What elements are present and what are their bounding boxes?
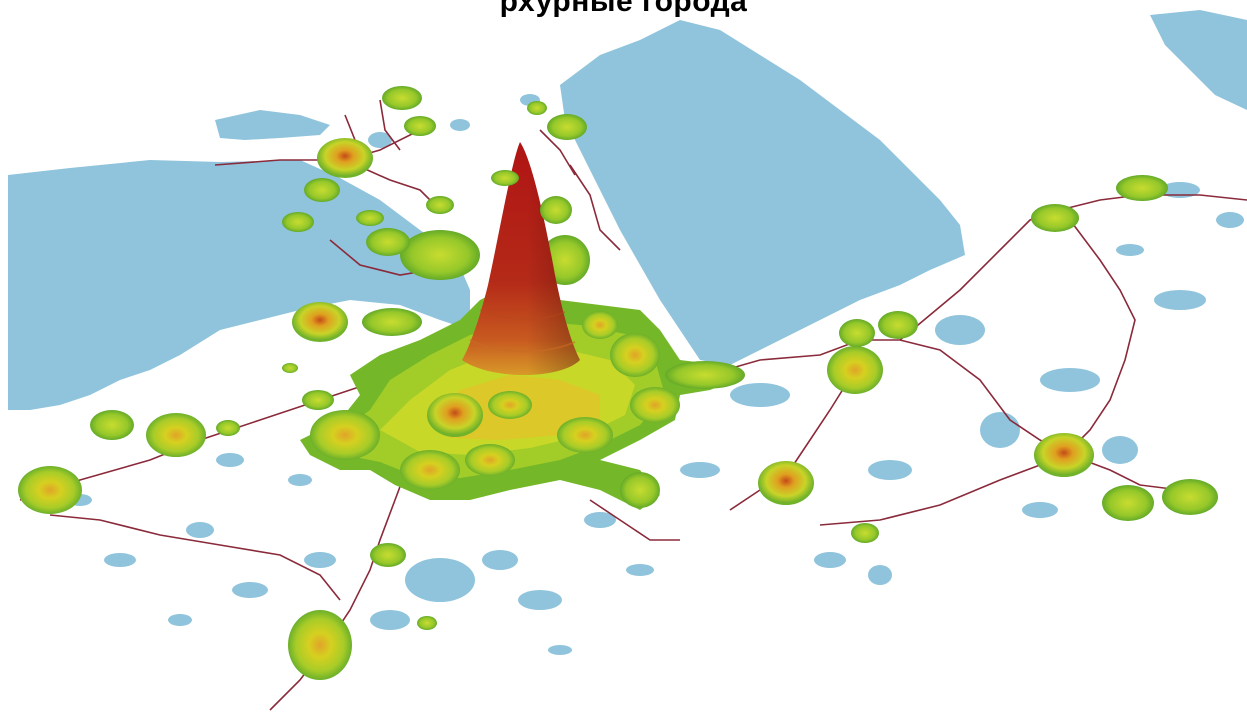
water-body-northeast [1150, 10, 1247, 110]
water-body-east [560, 20, 965, 365]
map-title: рхурные города [499, 0, 748, 18]
density-layer [18, 86, 1218, 680]
water-layer [8, 10, 1247, 410]
water-body-north [215, 110, 330, 140]
density-peak [462, 142, 580, 375]
map-title-container: рхурные города [0, 0, 1247, 22]
water-body-west [8, 160, 470, 410]
